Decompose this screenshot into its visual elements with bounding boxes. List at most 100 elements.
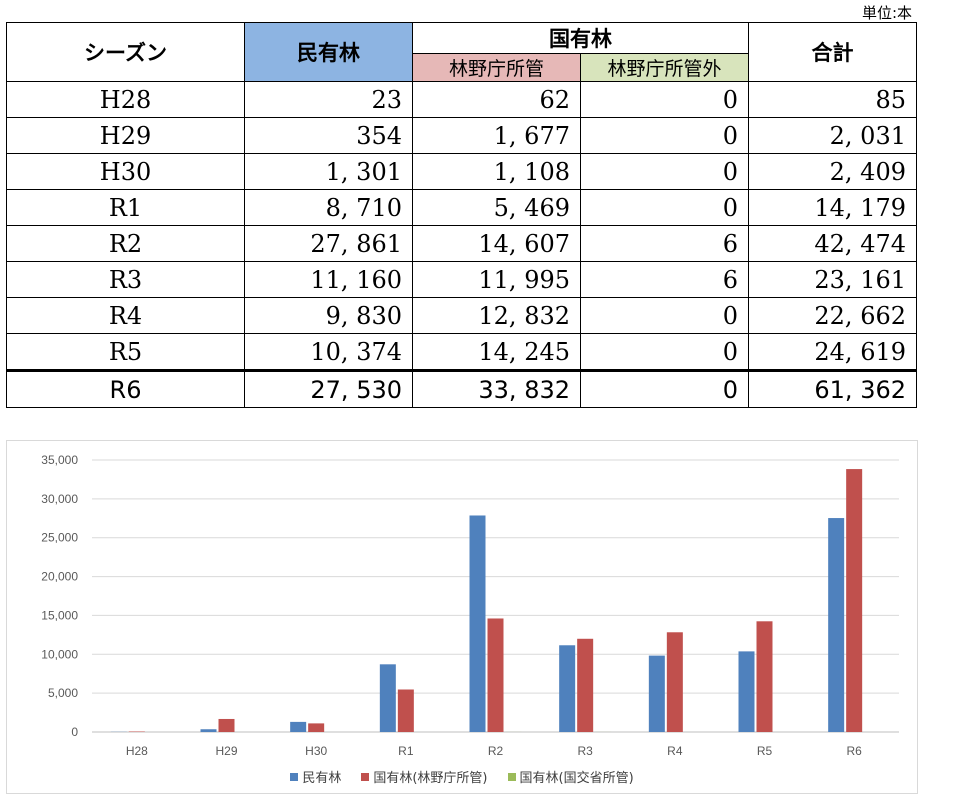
y-tick-label: 5,000	[48, 686, 78, 700]
total-cell: 22, 662	[748, 297, 917, 334]
table-row: H28 23 62 0 85	[6, 81, 917, 118]
table-row: R2 27, 861 14, 607 6 42, 474	[6, 225, 917, 262]
header-total: 合計	[748, 22, 917, 82]
bar-2	[577, 638, 594, 732]
forestry-agency-cell: 11, 995	[412, 261, 581, 298]
table-row: R6 27, 530 33, 832 0 61, 362	[6, 369, 917, 408]
outside-agency-cell: 0	[580, 81, 749, 118]
outside-agency-cell: 6	[580, 261, 749, 298]
bar-1	[379, 664, 396, 732]
y-tick-label: 35,000	[41, 453, 78, 467]
total-cell: 24, 619	[748, 333, 917, 371]
legend-item: 国有林(国交省所管)	[507, 767, 634, 786]
outside-agency-cell: 0	[580, 333, 749, 371]
legend-label: 国有林(国交省所管)	[519, 771, 634, 786]
private-cell: 23	[244, 81, 413, 118]
private-cell: 27, 861	[244, 225, 413, 262]
table-header-row: シーズン 民有林 国有林 合計	[6, 22, 917, 82]
unit-label: 単位:本	[861, 4, 912, 22]
total-cell: 23, 161	[748, 261, 917, 298]
chart-legend: 民有林 国有林(林野庁所管) 国有林(国交省所管)	[7, 767, 917, 786]
forestry-agency-cell: 14, 245	[412, 333, 581, 371]
legend-label: 国有林(林野庁所管)	[373, 771, 488, 786]
x-tick-label: H28	[126, 744, 148, 758]
header-private-forest: 民有林	[244, 22, 413, 82]
bar-2	[756, 621, 773, 732]
header-forestry-agency: 林野庁所管	[412, 53, 581, 82]
table-row: R5 10, 374 14, 245 0 24, 619	[6, 333, 917, 371]
x-tick-label: R4	[667, 744, 683, 758]
table-subheader-row: 林野庁所管 林野庁所管外	[7, 53, 917, 82]
total-cell: 61, 362	[748, 369, 917, 408]
private-cell: 10, 374	[244, 333, 413, 371]
season-cell: H29	[6, 117, 245, 154]
bar-2	[487, 618, 504, 732]
season-cell: R3	[6, 261, 245, 298]
y-tick-label: 10,000	[41, 647, 78, 661]
private-cell: 9, 830	[244, 297, 413, 334]
forestry-agency-cell: 62	[412, 81, 581, 118]
outside-agency-cell: 0	[580, 297, 749, 334]
legend-swatch	[507, 772, 516, 781]
bar-1	[738, 651, 755, 732]
table-row: H29 354 1, 677 0 2, 031	[6, 117, 917, 154]
private-cell: 1, 301	[244, 153, 413, 190]
x-tick-label: R6	[846, 744, 862, 758]
bar-chart: 0 5,000 10,000 15,000 20,000 25,000 30,000 35,0…	[6, 440, 918, 794]
table-row: R3 11, 160 11, 995 6 23, 161	[6, 261, 917, 298]
forestry-agency-cell: 14, 607	[412, 225, 581, 262]
forestry-agency-cell: 1, 108	[412, 153, 581, 190]
legend-item: 民有林	[290, 767, 341, 786]
x-tick-label: H29	[215, 744, 237, 758]
header-outside-forestry-agency: 林野庁所管外	[580, 53, 749, 82]
header-national-forest: 国有林	[412, 22, 749, 54]
season-cell: R5	[6, 333, 245, 371]
forestry-agency-cell: 5, 469	[412, 189, 581, 226]
legend-swatch	[290, 772, 299, 781]
legend-swatch	[361, 772, 370, 781]
bar-1	[559, 645, 576, 732]
season-cell: R2	[6, 225, 245, 262]
season-cell: H28	[6, 81, 245, 118]
bar-1	[648, 655, 665, 732]
total-cell: 14, 179	[748, 189, 917, 226]
bar-1	[290, 721, 307, 732]
bar-2	[308, 723, 325, 732]
x-tick-label: R2	[488, 744, 504, 758]
forestry-agency-cell: 1, 677	[412, 117, 581, 154]
y-tick-label: 25,000	[41, 531, 78, 545]
y-tick-label: 15,000	[41, 608, 78, 622]
y-tick-label: 30,000	[41, 492, 78, 506]
private-cell: 8, 710	[244, 189, 413, 226]
y-tick-label: 20,000	[41, 570, 78, 584]
outside-agency-cell: 0	[580, 369, 749, 408]
bar-2	[397, 689, 414, 732]
bar-1	[828, 518, 845, 732]
private-cell: 27, 530	[244, 369, 413, 408]
season-cell: H30	[6, 153, 245, 190]
x-tick-label: R1	[398, 744, 414, 758]
data-table: シーズン 民有林 国有林 合計 林野庁所管 林野庁所管外 H28 23 62 0 85 H…	[6, 22, 917, 408]
chart-canvas: 0 5,000 10,000 15,000 20,000 25,000 30,000 35,0…	[41, 453, 899, 758]
legend-item: 国有林(林野庁所管)	[361, 767, 488, 786]
bar-1	[200, 729, 217, 732]
table-row: R1 8, 710 5, 469 0 14, 179	[6, 189, 917, 226]
private-cell: 354	[244, 117, 413, 154]
bar-2	[218, 718, 235, 732]
private-cell: 11, 160	[244, 261, 413, 298]
forestry-agency-cell: 12, 832	[412, 297, 581, 334]
bar-2	[666, 632, 683, 732]
outside-agency-cell: 6	[580, 225, 749, 262]
total-cell: 2, 031	[748, 117, 917, 154]
total-cell: 85	[748, 81, 917, 118]
outside-agency-cell: 0	[580, 189, 749, 226]
bar-2	[846, 469, 863, 732]
x-tick-label: H30	[305, 744, 327, 758]
x-tick-label: R3	[577, 744, 593, 758]
outside-agency-cell: 0	[580, 153, 749, 190]
x-tick-label: R5	[757, 744, 773, 758]
table-row: H30 1, 301 1, 108 0 2, 409	[6, 153, 917, 190]
total-cell: 42, 474	[748, 225, 917, 262]
season-cell: R1	[6, 189, 245, 226]
legend-label: 民有林	[302, 771, 342, 786]
